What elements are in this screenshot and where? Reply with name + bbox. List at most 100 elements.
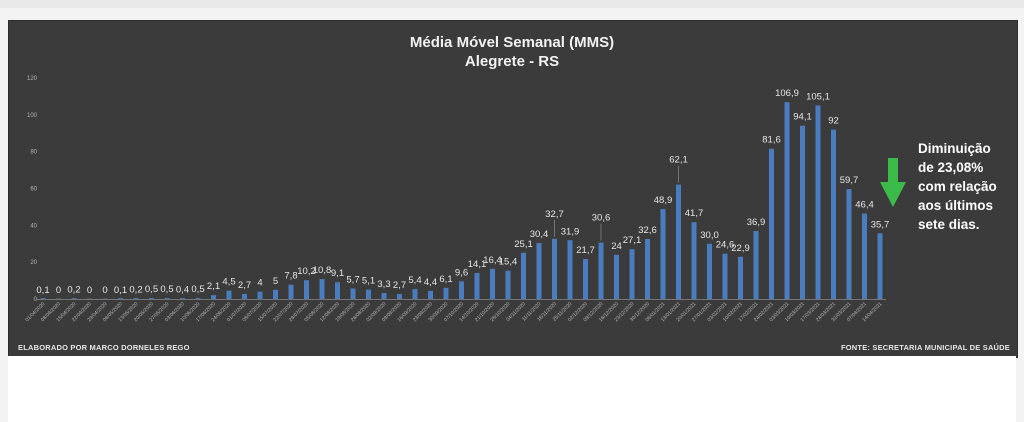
value-label: 36,9: [747, 217, 766, 228]
bar: [443, 287, 449, 299]
value-label: 48,9: [654, 195, 673, 206]
down-arrow-icon: [880, 182, 906, 207]
bar: [831, 129, 836, 299]
bar: [149, 298, 154, 299]
value-label: 4,5: [222, 277, 235, 288]
bar: [195, 298, 201, 299]
value-label: 32,6: [638, 225, 657, 236]
y-tick-label: 60: [30, 187, 37, 193]
value-label: 5: [273, 276, 278, 287]
bar: [877, 233, 883, 299]
bar: [211, 295, 216, 299]
bar: [242, 294, 247, 299]
value-label: 0,2: [129, 285, 142, 296]
bar: [164, 298, 170, 299]
bar: [474, 273, 480, 299]
annotation-text: Diminuição de 23,08% com relação aos últ…: [918, 139, 1018, 234]
value-label: 22,9: [731, 243, 750, 254]
chart-title: Média Móvel Semanal (MMS): [409, 34, 615, 51]
bar: [304, 280, 309, 299]
value-label: 0,5: [160, 284, 173, 295]
bar: [676, 184, 681, 299]
bar: [815, 105, 821, 300]
bar: [552, 238, 557, 299]
value-label: 2,7: [238, 280, 251, 291]
bar: [505, 270, 511, 299]
value-label: 21,7: [576, 245, 595, 256]
value-label: 0,1: [114, 285, 127, 296]
value-label: 94,1: [793, 112, 812, 123]
value-label: 6,1: [439, 274, 452, 285]
bar: [521, 252, 526, 299]
value-label: 106,9: [775, 88, 799, 99]
value-label: 9,6: [455, 267, 468, 278]
bar: [273, 289, 278, 299]
page-bottom: [8, 356, 1016, 422]
bar: [536, 243, 542, 299]
value-label: 2,1: [207, 281, 220, 292]
bar: [660, 208, 666, 299]
bar: [226, 290, 232, 299]
value-label: 24: [611, 241, 622, 252]
bar: [133, 298, 139, 299]
bar: [381, 292, 387, 299]
bar: [71, 298, 77, 299]
value-label: 30,0: [700, 230, 719, 241]
value-label: 4,4: [424, 277, 437, 288]
y-tick-label: 120: [27, 76, 38, 82]
y-tick-label: 100: [27, 113, 38, 119]
value-label: 0,5: [191, 284, 204, 295]
value-label: 62,1: [669, 155, 688, 166]
value-label: 16,4: [483, 255, 502, 266]
value-label: 81,6: [762, 135, 781, 146]
value-label: 2,7: [393, 280, 406, 291]
bar: [490, 268, 495, 299]
page-edge: [0, 0, 1024, 8]
footer-author: ELABORADO POR MARCO DORNELES REGO: [18, 343, 190, 352]
bar: [614, 254, 619, 299]
annotation-line: aos últimos: [918, 198, 994, 213]
value-label: 25,1: [514, 239, 533, 250]
value-label: 7,8: [284, 271, 297, 282]
value-label: 105,1: [806, 91, 830, 102]
bar: [629, 249, 635, 299]
chart-subtitle: Alegrete - RS: [464, 53, 560, 70]
bar: [335, 282, 340, 299]
bar: [567, 240, 573, 299]
annotation-line: sete dias.: [918, 217, 980, 232]
value-label: 0,5: [145, 284, 158, 295]
value-label: 14,1: [468, 259, 487, 270]
bar: [257, 291, 263, 299]
value-label: 41,7: [685, 208, 704, 219]
bar: [319, 279, 325, 299]
value-label: 30,4: [530, 229, 549, 240]
chart-panel: [8, 20, 1018, 358]
value-label: 0,4: [176, 284, 189, 295]
bar: [350, 288, 356, 299]
value-label: 92: [828, 116, 839, 127]
value-label: 10,8: [313, 265, 332, 276]
bar: [459, 281, 464, 299]
bar: [583, 259, 588, 299]
footer-source: FONTE: SECRETARIA MUNICIPAL DE SAÚDE: [840, 343, 1010, 352]
bar: [598, 242, 604, 299]
bar: [645, 238, 650, 299]
bar: [118, 298, 123, 299]
bar: [722, 253, 728, 299]
bar: [862, 213, 867, 299]
bar: [784, 102, 790, 300]
value-label: 46,4: [855, 200, 874, 211]
value-label: 31,9: [561, 226, 580, 237]
bar: [800, 125, 805, 300]
bar: [366, 289, 371, 299]
value-label: 32,7: [545, 209, 564, 220]
bar: [846, 189, 852, 299]
down-arrow-icon: [888, 158, 898, 184]
value-label: 0,1: [36, 285, 49, 296]
value-label: 0: [102, 285, 107, 296]
value-label: 5,1: [362, 276, 375, 287]
y-tick-label: 0: [34, 297, 38, 303]
value-label: 0,2: [67, 285, 80, 296]
value-label: 5,7: [346, 275, 359, 286]
